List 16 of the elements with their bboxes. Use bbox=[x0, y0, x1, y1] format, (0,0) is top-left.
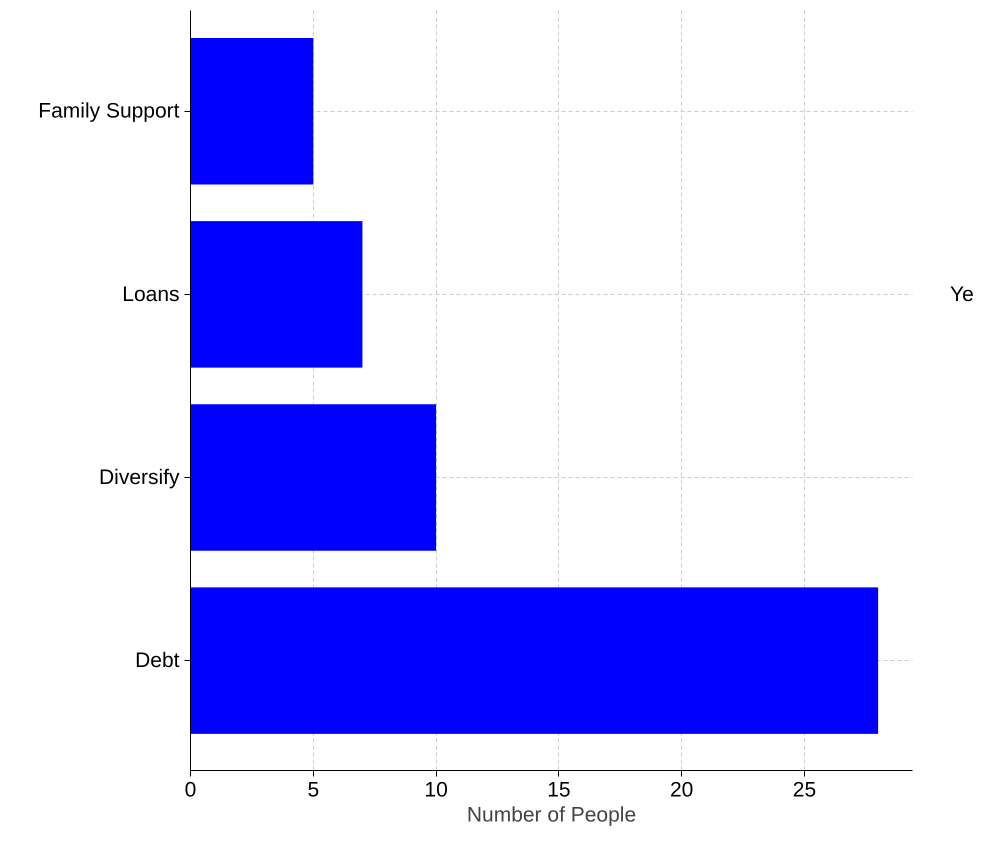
x-tick-label: 5 bbox=[307, 778, 320, 802]
y-tick-label: Debt bbox=[135, 649, 180, 672]
x-tick-label: 25 bbox=[792, 778, 816, 802]
x-tick-label: 20 bbox=[670, 778, 694, 802]
bar bbox=[190, 38, 314, 184]
y-tick-label: Diversify bbox=[98, 466, 180, 489]
y-tick-label: Loans bbox=[122, 282, 180, 306]
x-tick-label: 15 bbox=[547, 778, 571, 802]
x-tick-label: 10 bbox=[424, 778, 448, 802]
bar bbox=[190, 404, 436, 551]
text: Ye bbox=[950, 282, 974, 308]
bar bbox=[190, 221, 362, 368]
x-tick-label: 0 bbox=[184, 778, 196, 802]
y-tick-label: Family Support bbox=[38, 100, 180, 123]
bar bbox=[190, 587, 878, 734]
x-axis-title: Number of People bbox=[466, 804, 636, 826]
